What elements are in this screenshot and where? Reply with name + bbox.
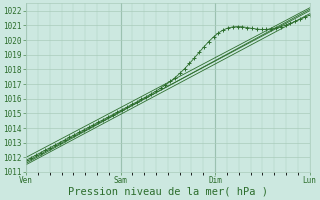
X-axis label: Pression niveau de la mer( hPa ): Pression niveau de la mer( hPa ): [68, 187, 268, 197]
